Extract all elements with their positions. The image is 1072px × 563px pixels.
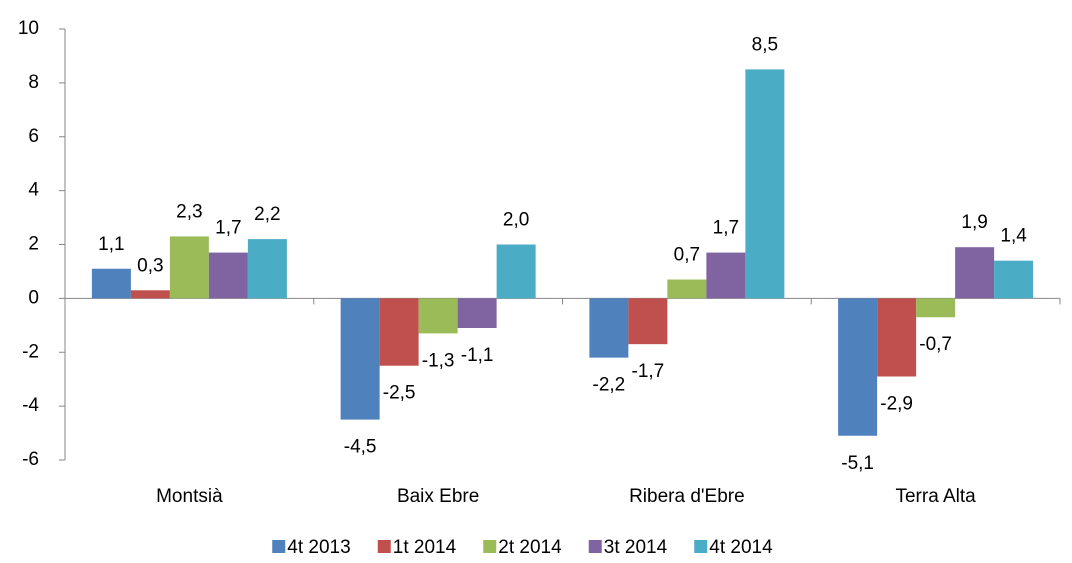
data-label: -0,7 [919, 334, 952, 355]
y-tick-label: 2 [28, 234, 39, 255]
data-label: 8,5 [752, 34, 778, 55]
data-label: 1,1 [98, 234, 124, 255]
data-label: 2,2 [254, 204, 280, 225]
y-tick-label: 0 [28, 287, 39, 308]
legend-swatch [272, 540, 286, 553]
bar [994, 260, 1034, 299]
data-label: 0,7 [674, 245, 700, 266]
bar [628, 298, 668, 345]
data-label: 1,9 [961, 212, 987, 233]
data-label: -2,2 [593, 375, 626, 396]
y-tick-label: -2 [22, 341, 39, 362]
bar [706, 252, 746, 299]
y-tick-label: 8 [28, 72, 39, 93]
bar [916, 298, 956, 318]
legend-label: 2t 2014 [498, 537, 562, 558]
data-label: 2,0 [503, 210, 529, 231]
x-tick-label: Baix Ebre [397, 486, 479, 507]
y-tick-label: 6 [28, 126, 39, 147]
data-label: 1,4 [1000, 226, 1027, 247]
data-label: 1,7 [215, 218, 241, 239]
legend-label: 3t 2014 [604, 537, 668, 558]
bar [955, 247, 995, 299]
data-label: -5,1 [841, 453, 874, 474]
data-label: -2,9 [880, 394, 913, 415]
y-tick-label: -4 [22, 395, 39, 416]
legend-swatch [483, 540, 497, 553]
data-label: 1,7 [713, 218, 739, 239]
legend-swatch [377, 540, 391, 553]
bar [91, 268, 131, 299]
bar [838, 298, 878, 436]
x-tick-label: Terra Alta [895, 486, 976, 507]
data-label: -2,5 [383, 383, 416, 404]
bar [247, 239, 287, 299]
legend-label: 4t 2014 [709, 537, 773, 558]
bar [496, 244, 536, 299]
data-label: -4,5 [344, 437, 377, 458]
data-label: -1,1 [461, 345, 494, 366]
y-tick-label: 10 [18, 18, 39, 39]
bar [745, 69, 785, 299]
legend-label: 1t 2014 [393, 537, 457, 558]
legend-swatch [694, 540, 708, 553]
bar [208, 252, 248, 299]
legend-swatch [588, 540, 602, 553]
data-label: 0,3 [137, 255, 163, 276]
data-label: -1,7 [632, 361, 665, 382]
bar [418, 298, 458, 334]
bar [169, 236, 209, 299]
bar [457, 298, 497, 329]
bar [877, 298, 917, 377]
bar [379, 298, 419, 366]
data-label: -1,3 [422, 350, 455, 371]
x-tick-label: Montsià [156, 486, 223, 507]
y-tick-label: -6 [22, 449, 39, 470]
x-tick-label: Ribera d'Ebre [629, 486, 745, 507]
data-label: 2,3 [176, 201, 202, 222]
bar [667, 279, 707, 299]
bar [589, 298, 629, 358]
y-tick-label: 4 [28, 180, 39, 201]
bar [130, 290, 170, 299]
bar [340, 298, 380, 420]
legend-label: 4t 2013 [287, 537, 350, 558]
